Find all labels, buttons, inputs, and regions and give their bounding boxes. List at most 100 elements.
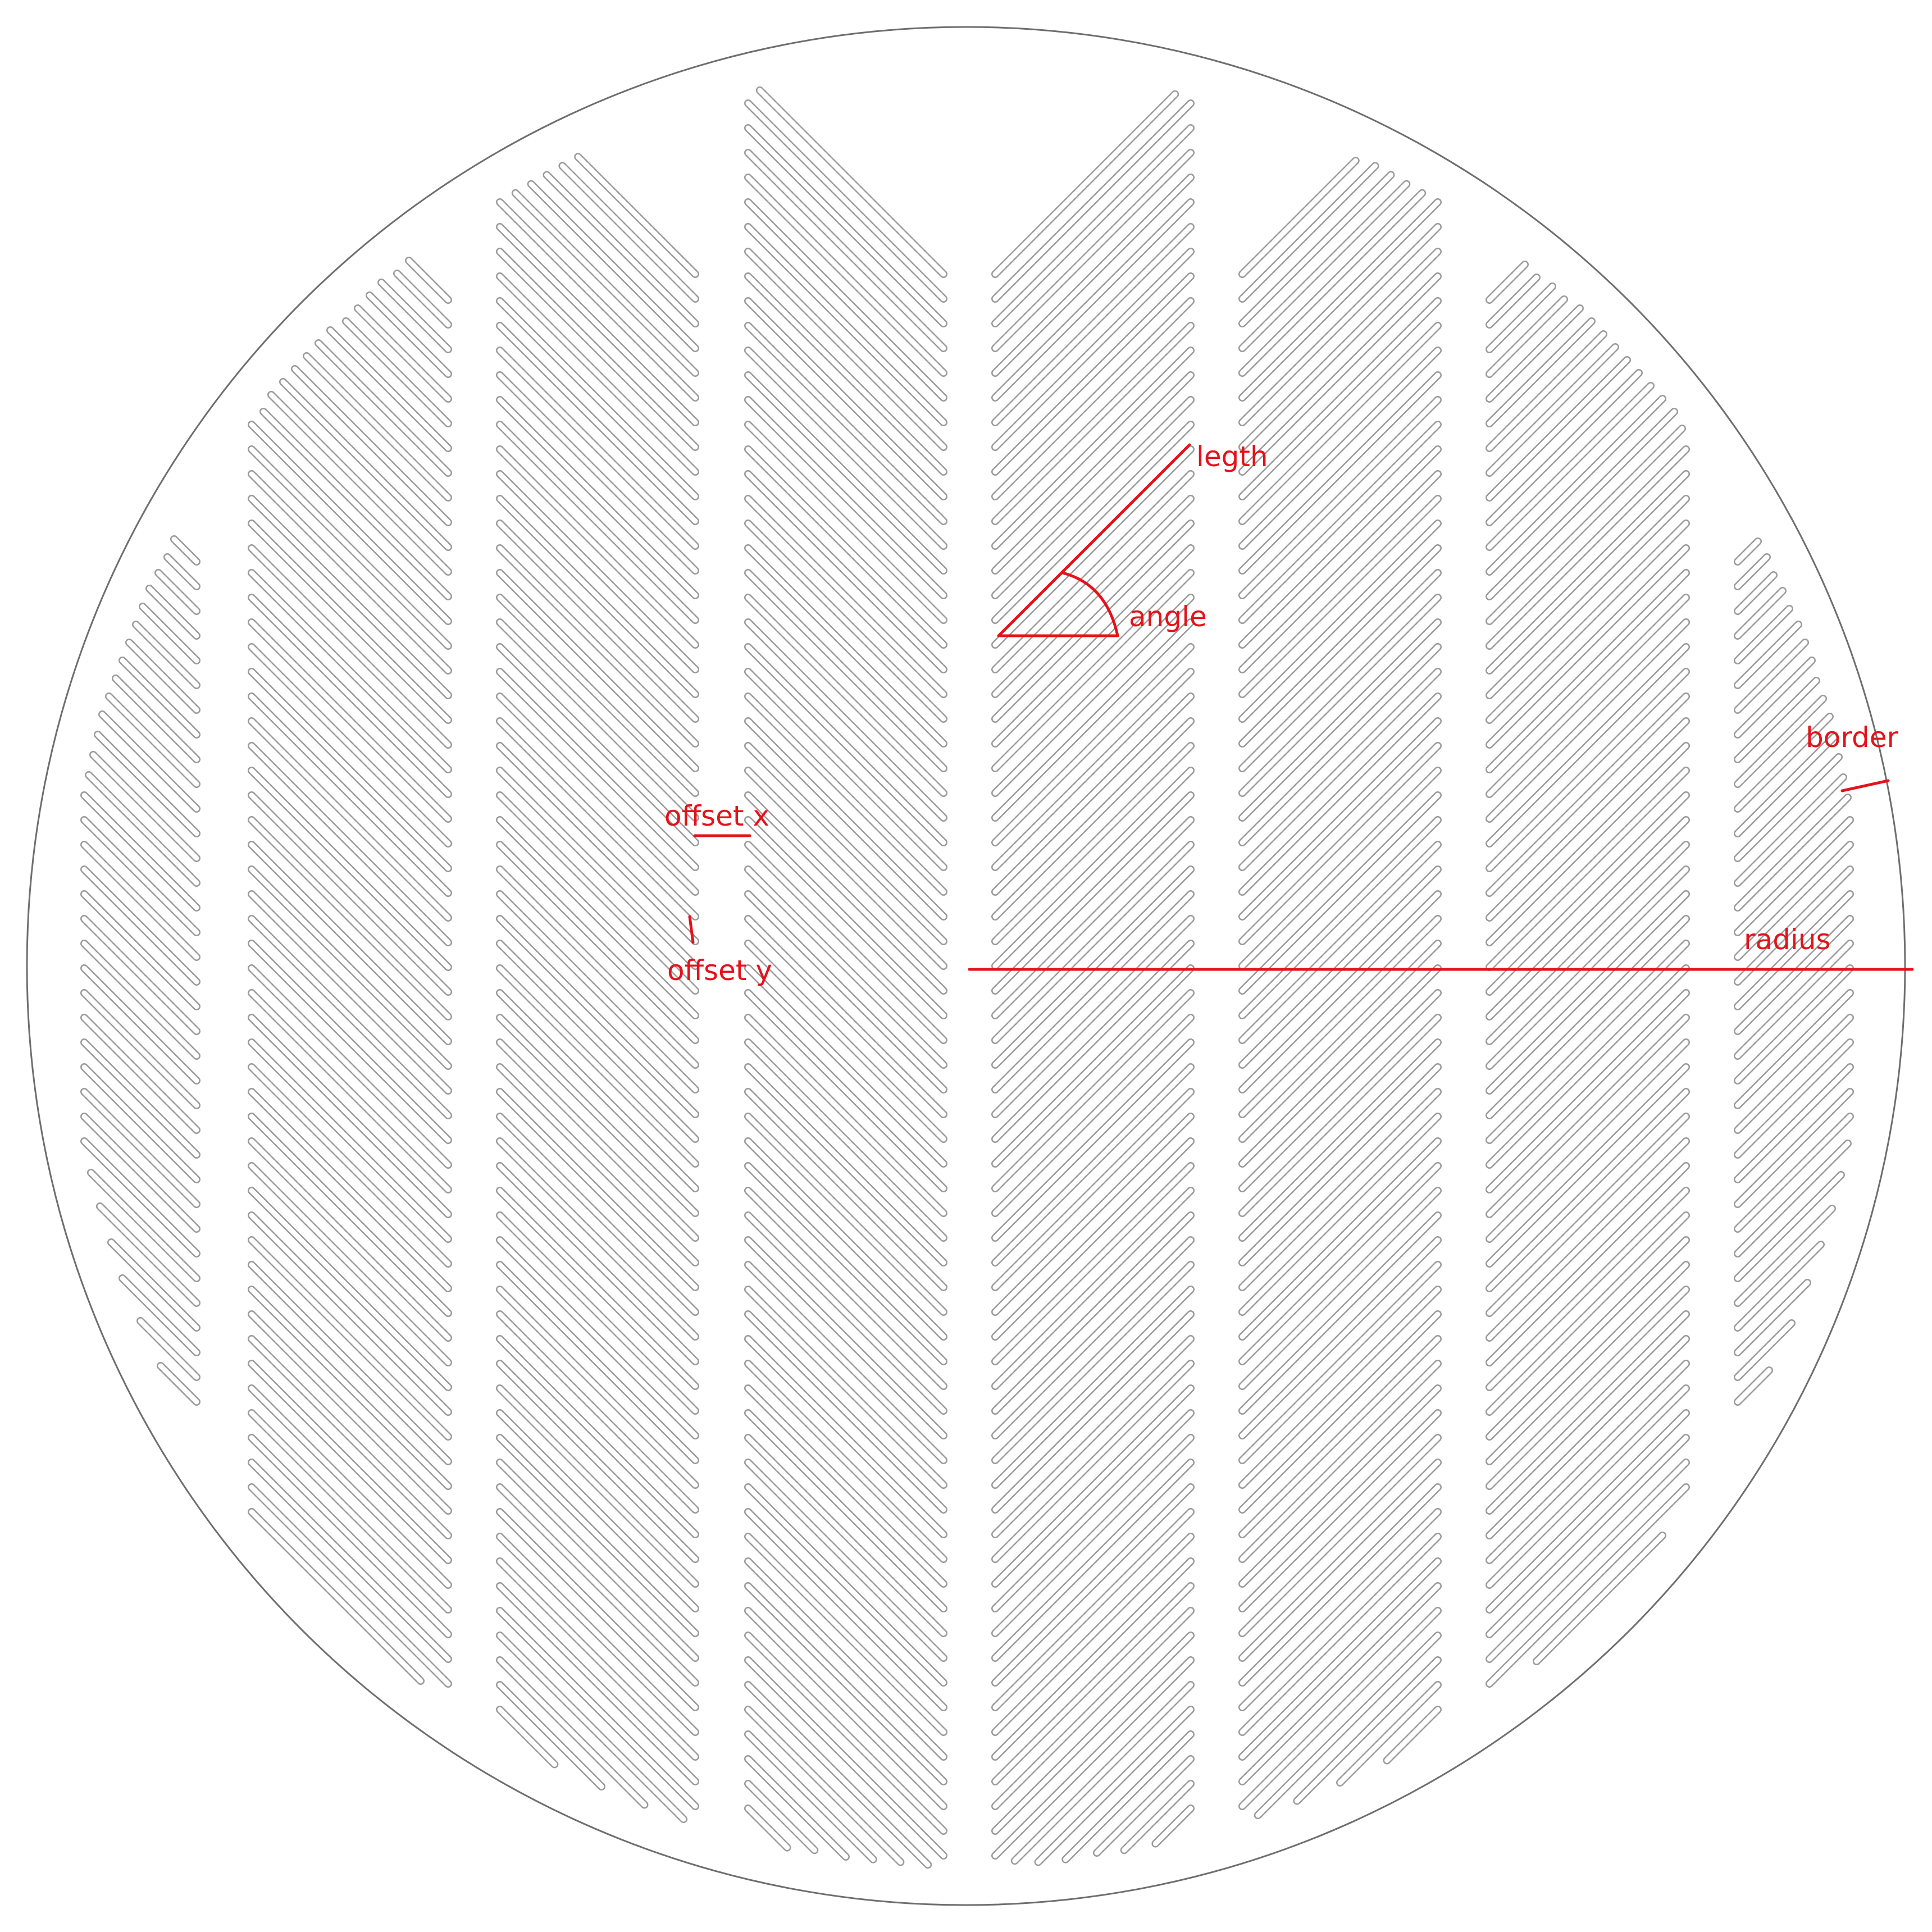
slot-inner	[745, 768, 946, 969]
slot-inner	[1487, 1040, 1689, 1242]
slot-inner	[1240, 1064, 1441, 1265]
slot-inner	[249, 792, 451, 995]
slot-inner	[1240, 446, 1441, 648]
slot-inner	[497, 965, 698, 1167]
slot-inner	[992, 718, 1193, 919]
slot-inner	[249, 1213, 451, 1415]
slot-inner	[140, 604, 199, 663]
slot-inner	[81, 916, 199, 1034]
slot-inner	[745, 941, 946, 1142]
slot-inner	[249, 471, 451, 673]
slot-inner	[249, 1089, 451, 1291]
slot-inner	[745, 1583, 946, 1784]
slot-inner	[113, 676, 199, 762]
slot-inner	[992, 570, 1193, 771]
slot-inner	[1240, 1089, 1441, 1290]
slot-inner	[1240, 199, 1441, 400]
slot-inner	[745, 1731, 876, 1862]
slot-inner	[497, 1163, 698, 1364]
slot-inner	[1240, 1336, 1441, 1537]
slot-inner	[497, 570, 698, 771]
slot-inner	[343, 318, 451, 426]
slot-inner	[1240, 1509, 1441, 1710]
slot-inner	[745, 1336, 946, 1537]
slot-inner	[992, 1583, 1193, 1784]
slot-inner	[292, 366, 451, 525]
slot-inner	[97, 1204, 199, 1306]
slot-inner	[992, 694, 1193, 895]
slot-inner	[1240, 990, 1441, 1191]
slot-inner	[497, 1138, 698, 1339]
slot-inner	[1735, 1015, 1853, 1133]
slot-inner	[497, 842, 698, 1043]
slot-inner	[745, 1484, 946, 1685]
slot-inner	[120, 658, 199, 737]
slot-inner	[992, 619, 1193, 821]
slot-inner	[497, 916, 698, 1117]
slot-inner	[1534, 1533, 1665, 1664]
slot-inner	[1487, 306, 1583, 402]
slot-inner	[1240, 669, 1441, 870]
slot-inner	[1487, 275, 1539, 327]
slot-inner	[745, 792, 946, 994]
slot-inner	[249, 496, 451, 698]
slot-inner	[745, 743, 946, 944]
slot-inner	[757, 88, 946, 277]
slot-inner	[992, 1361, 1193, 1562]
slot-inner	[1487, 1336, 1689, 1538]
slot-inner	[1240, 545, 1441, 746]
slot-inner	[497, 1336, 698, 1537]
slot-inner	[992, 496, 1193, 697]
slot-inner	[106, 694, 199, 787]
slot-inner	[249, 718, 451, 921]
slot-inner	[81, 1089, 199, 1207]
slot-inner	[1240, 1559, 1441, 1760]
slot-inner	[147, 586, 199, 639]
slot-inner	[1240, 1163, 1441, 1364]
slot-inner	[745, 842, 946, 1043]
slot-inner	[497, 718, 698, 919]
slot-inner	[992, 768, 1193, 969]
slot-inner	[1735, 539, 1761, 564]
slot-inner	[249, 1237, 451, 1439]
slot-inner	[745, 1435, 946, 1636]
slot-inner	[1735, 1141, 1851, 1256]
slot-inner	[745, 1287, 946, 1488]
slot-inner	[745, 965, 946, 1167]
slot-inner	[249, 1386, 451, 1588]
slot-inner	[1487, 318, 1594, 426]
slot-inner	[497, 274, 698, 475]
slot-inner	[497, 372, 698, 573]
slot-inner	[1487, 297, 1567, 377]
slot-inner	[1240, 743, 1441, 944]
slot-inner	[497, 397, 698, 598]
slot-inner	[497, 1188, 698, 1389]
slot-inner	[1735, 678, 1819, 762]
slot-inner	[81, 1138, 199, 1256]
slot-inner	[1735, 774, 1846, 886]
slot-inner	[1240, 496, 1441, 697]
slot-inner	[1487, 941, 1689, 1143]
slot-inner	[1735, 734, 1837, 836]
slot-inner	[99, 712, 199, 812]
slot-inner	[745, 1806, 790, 1851]
angle-label: angle	[1129, 600, 1207, 633]
slot-inner	[1735, 867, 1853, 985]
slot-inner	[992, 545, 1193, 746]
slot-inner	[992, 274, 1193, 475]
slot-inner	[81, 842, 199, 960]
slot-inner	[95, 732, 199, 836]
slot-inner	[249, 1287, 451, 1489]
slot-inner	[497, 1435, 698, 1636]
slot-inner	[249, 570, 451, 772]
slot-inner	[745, 1188, 946, 1389]
slot-inner	[497, 1237, 698, 1438]
slot-inner	[1487, 396, 1665, 575]
slot-inner	[1735, 606, 1792, 663]
slot-inner	[992, 224, 1193, 425]
slot-inner	[497, 422, 698, 623]
slot-inner	[745, 694, 946, 895]
slot-inner	[1240, 867, 1441, 1068]
slot-inner	[745, 1163, 946, 1364]
slot-inner	[992, 965, 1193, 1167]
